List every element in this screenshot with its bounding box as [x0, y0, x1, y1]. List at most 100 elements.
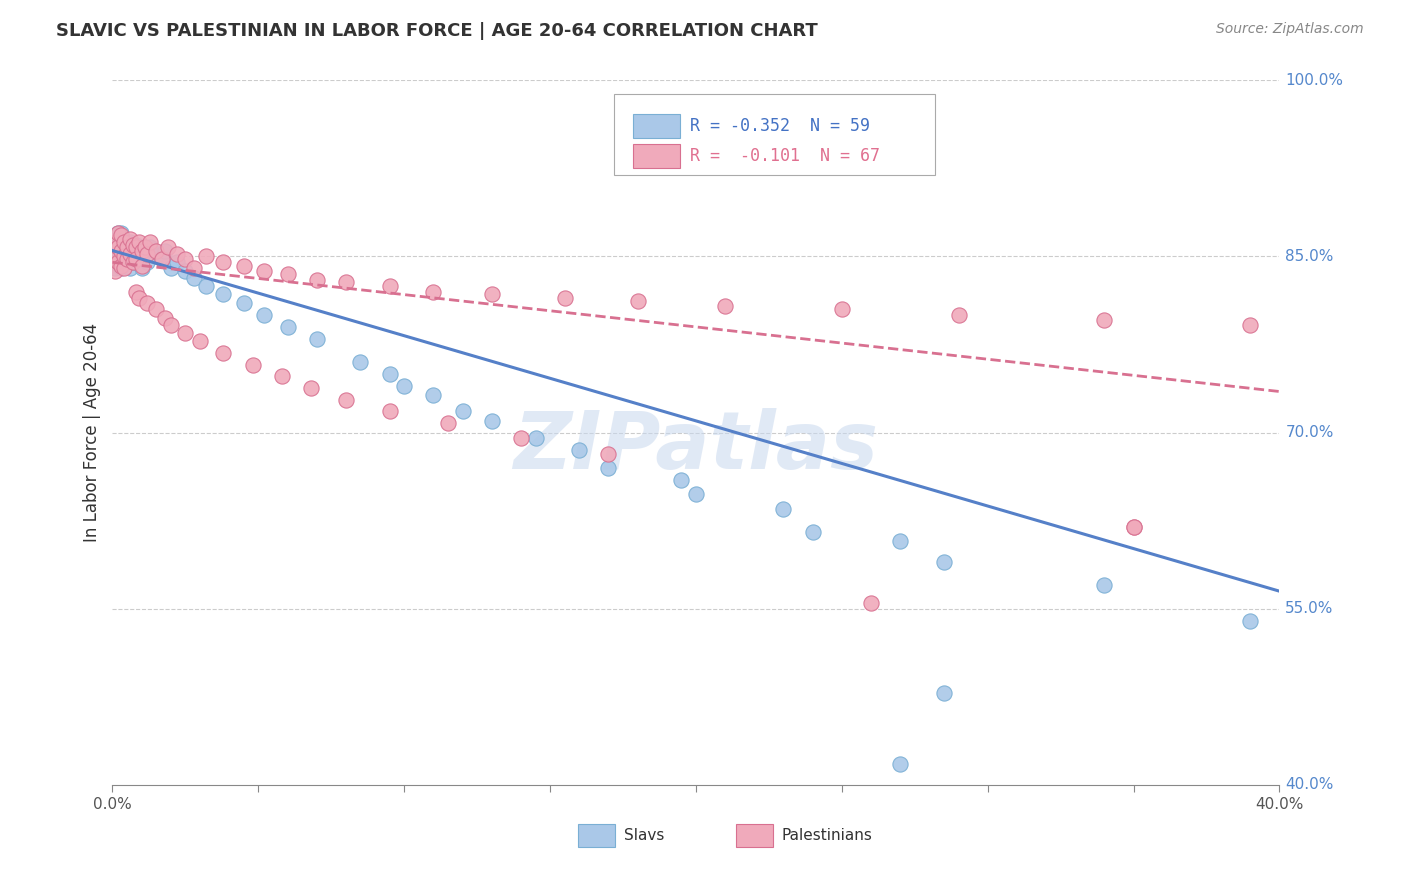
Point [1122, 519, 1144, 533]
Point [136, 296, 159, 310]
Point [150, 252, 173, 266]
Point [451, 404, 474, 418]
Point [118, 261, 141, 276]
Point [627, 294, 650, 309]
Point [107, 255, 129, 269]
Point [422, 285, 444, 299]
Point [107, 244, 129, 258]
Point [509, 432, 531, 446]
Point [153, 310, 176, 325]
Point [772, 502, 794, 516]
Point [107, 226, 129, 240]
Point [115, 240, 138, 254]
Point [598, 447, 620, 461]
Point [685, 486, 707, 500]
Point [131, 244, 153, 258]
Point [194, 278, 217, 293]
Point [125, 252, 148, 266]
Point [131, 240, 153, 254]
Point [242, 358, 264, 372]
Point [110, 244, 132, 258]
Point [568, 443, 591, 458]
FancyBboxPatch shape [578, 824, 616, 847]
Point [150, 252, 173, 266]
Point [554, 291, 576, 305]
Point [145, 244, 167, 258]
Point [115, 240, 138, 254]
Text: ZIPatlas: ZIPatlas [513, 408, 879, 486]
Point [253, 263, 276, 277]
Point [860, 596, 883, 610]
Point [1239, 318, 1261, 332]
Point [212, 345, 235, 359]
Point [160, 261, 183, 276]
Point [153, 244, 176, 258]
Point [115, 255, 138, 269]
Point [889, 756, 911, 771]
Point [598, 460, 620, 475]
Point [107, 226, 129, 240]
Point [276, 267, 298, 281]
Point [118, 247, 141, 261]
Point [139, 240, 162, 254]
Point [349, 355, 371, 369]
Point [136, 255, 159, 269]
Point [136, 247, 159, 261]
Point [1122, 519, 1144, 533]
Point [671, 473, 693, 487]
FancyBboxPatch shape [614, 95, 935, 176]
Point [378, 404, 401, 418]
Point [714, 299, 737, 313]
Point [378, 278, 401, 293]
Point [948, 308, 970, 322]
Point [305, 273, 328, 287]
FancyBboxPatch shape [633, 145, 679, 169]
Point [299, 381, 322, 395]
Point [174, 326, 197, 340]
Point [335, 392, 357, 407]
Point [335, 275, 357, 289]
Point [104, 261, 127, 276]
Point [118, 232, 141, 246]
Text: Slavs: Slavs [624, 828, 664, 843]
Point [110, 261, 132, 276]
Point [889, 533, 911, 548]
Point [104, 235, 127, 250]
Point [110, 235, 132, 250]
Point [112, 244, 135, 258]
Point [128, 291, 150, 305]
Point [110, 259, 132, 273]
Text: SLAVIC VS PALESTINIAN IN LABOR FORCE | AGE 20-64 CORRELATION CHART: SLAVIC VS PALESTINIAN IN LABOR FORCE | A… [56, 22, 818, 40]
Point [212, 255, 235, 269]
Point [145, 302, 167, 317]
Point [524, 432, 547, 446]
Point [131, 261, 153, 276]
Point [305, 332, 328, 346]
Point [139, 235, 162, 250]
Point [110, 247, 132, 261]
Point [253, 308, 276, 322]
Text: 100.0%: 100.0% [1285, 73, 1343, 87]
Point [104, 249, 127, 264]
Point [107, 237, 129, 252]
Point [125, 285, 148, 299]
Point [394, 378, 416, 392]
Point [107, 240, 129, 254]
Point [112, 235, 135, 250]
Point [110, 226, 132, 240]
Point [125, 237, 148, 252]
FancyBboxPatch shape [633, 114, 679, 138]
Point [932, 555, 955, 569]
Point [183, 270, 205, 285]
Point [801, 525, 824, 540]
Point [104, 252, 127, 266]
Point [378, 367, 401, 381]
Point [1094, 578, 1116, 592]
Point [122, 237, 145, 252]
Point [270, 369, 292, 384]
Point [481, 414, 503, 428]
Text: R =  -0.101  N = 67: R = -0.101 N = 67 [690, 147, 880, 165]
Point [112, 261, 135, 276]
Point [115, 252, 138, 266]
Point [107, 255, 129, 269]
